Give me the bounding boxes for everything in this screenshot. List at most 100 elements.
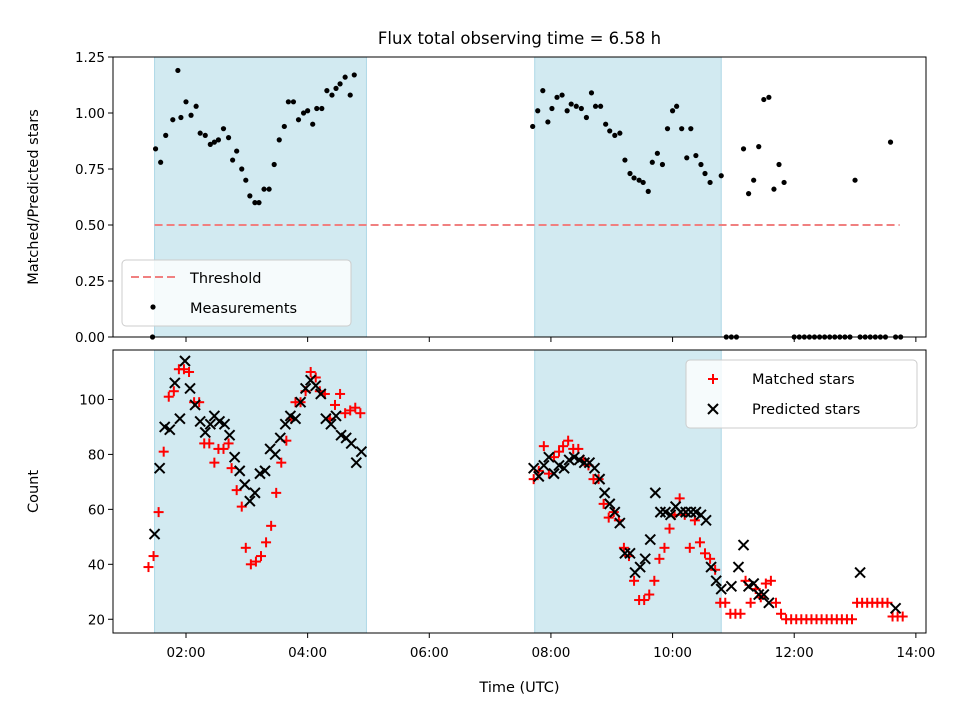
predicted-star-point: [732, 561, 745, 573]
matched-star-point: [261, 537, 272, 548]
legend-box: [121, 259, 352, 327]
predicted-star-point: [174, 412, 186, 425]
y-tick-label: 0.25: [75, 274, 105, 290]
matched-star-point: [897, 611, 908, 622]
measurement-point: [261, 186, 267, 192]
predicted-star-point: [725, 580, 738, 592]
matched-star-point: [644, 589, 655, 600]
measurement-point: [175, 67, 181, 74]
measurement-point: [545, 119, 551, 125]
matched-star-point: [735, 608, 746, 619]
predicted-star-point: [355, 445, 368, 458]
predicted-star-point: [634, 561, 646, 573]
predicted-star-point: [680, 506, 692, 518]
y-tick-label: 60: [88, 502, 105, 518]
y-axis-label: Matched/Predicted stars: [26, 109, 42, 285]
measurement-point: [622, 157, 628, 163]
x-tick-label: 08:00: [531, 645, 570, 661]
measurement-point: [285, 99, 291, 105]
x-axis-label: Time (UTC): [478, 680, 559, 696]
measurement-point: [597, 103, 604, 109]
predicted-star-point: [664, 509, 677, 521]
predicted-star-point: [249, 487, 261, 499]
measurement-point: [337, 81, 343, 87]
x-tick-label: 14:00: [896, 645, 935, 661]
matched-star-point: [846, 614, 857, 625]
measurement-point: [568, 101, 574, 107]
predicted-star-point: [644, 533, 656, 546]
matched-star-point: [598, 498, 609, 509]
measurement-point: [549, 105, 555, 112]
matched-star-point: [223, 438, 234, 449]
legend-measurements-label: Measurements: [190, 301, 297, 317]
measurement-point: [230, 157, 236, 163]
measurement-point: [664, 126, 671, 132]
predicted-star-point: [715, 583, 727, 595]
measurement-point: [698, 161, 704, 168]
matched-star-point: [629, 575, 640, 586]
measurement-point: [631, 175, 637, 181]
matched-star-point: [558, 441, 569, 452]
matched-star-point: [720, 597, 731, 608]
measurement-point: [305, 108, 311, 114]
predicted-star-point: [239, 478, 251, 491]
matched-star-point: [236, 501, 247, 512]
matched-star-point: [148, 551, 159, 562]
measurement-point: [319, 105, 325, 112]
measurement-point: [654, 150, 660, 156]
predicted-star-point: [654, 506, 667, 518]
measurement-point: [607, 128, 613, 134]
measurement-point: [193, 103, 199, 109]
predicted-star-point: [204, 418, 217, 430]
measurement-point: [669, 108, 676, 114]
matched-star-point: [153, 507, 164, 518]
measurement-point: [207, 141, 213, 147]
matched-star-point: [639, 595, 650, 606]
measurement-point: [852, 177, 858, 183]
measurement-point: [188, 112, 194, 118]
predicted-star-point: [244, 495, 256, 507]
measurement-point: [215, 137, 222, 143]
measurement-point: [351, 72, 357, 78]
measurement-point: [347, 92, 353, 98]
matched-star-point: [143, 562, 154, 573]
axes-frame: [112, 56, 927, 338]
measurement-point: [766, 94, 772, 100]
legend-box: [685, 359, 918, 429]
matched-star-point: [563, 435, 574, 446]
predicted-star-point: [179, 355, 191, 367]
measurement-point: [220, 126, 227, 132]
x-tick-label: 04:00: [288, 645, 327, 661]
measurement-point: [290, 99, 297, 105]
y-tick-label: 20: [88, 612, 105, 628]
x-tick-label: 02:00: [167, 645, 206, 661]
measurement-point: [530, 123, 536, 130]
measurement-point: [564, 108, 570, 114]
measurement-point: [693, 152, 699, 159]
predicted-star-point: [148, 528, 161, 540]
predicted-star-point: [533, 470, 545, 483]
measurement-point: [256, 200, 262, 206]
predicted-star-point: [747, 577, 760, 590]
matched-star-point: [266, 520, 277, 531]
measurement-point: [573, 103, 579, 109]
measurement-point: [540, 88, 546, 94]
measurement-point: [776, 161, 782, 168]
matched-star-point: [649, 575, 660, 586]
predicted-star-point: [685, 506, 697, 518]
measurement-point: [583, 114, 590, 121]
measurement-point: [158, 159, 164, 165]
matched-star-point: [664, 523, 675, 534]
measurement-point: [276, 137, 282, 143]
matched-star-point: [776, 608, 787, 619]
predicted-star-point: [310, 380, 322, 392]
x-tick-label: 06:00: [410, 645, 449, 661]
measurement-point: [636, 177, 642, 183]
matched-star-point: [231, 485, 242, 496]
predicted-star-point: [299, 382, 312, 395]
predicted-star-point: [763, 597, 775, 609]
y-tick-label: 0.50: [75, 218, 105, 234]
matched-star-point: [168, 386, 179, 397]
legend-predicted-swatch: [707, 403, 719, 415]
